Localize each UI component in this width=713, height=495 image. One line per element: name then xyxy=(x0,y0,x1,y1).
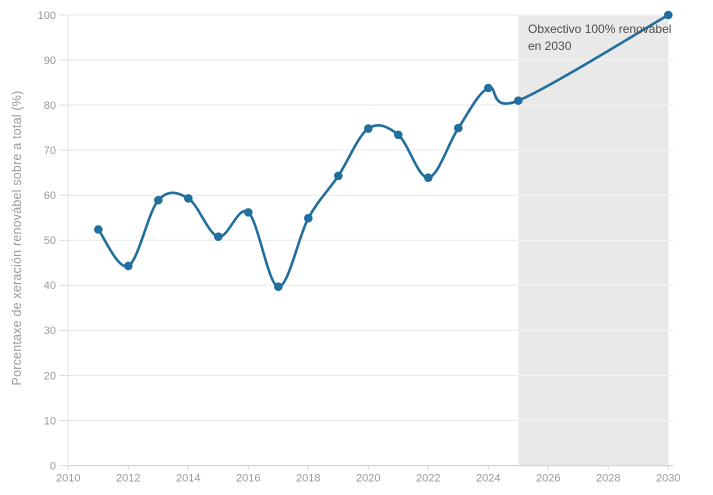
y-tick-label: 30 xyxy=(44,325,56,337)
y-tick-label: 60 xyxy=(44,190,56,202)
x-tick-label: 2022 xyxy=(416,473,440,485)
y-tick-label: 80 xyxy=(44,100,56,112)
data-point[interactable] xyxy=(214,232,223,241)
data-point[interactable] xyxy=(184,194,193,203)
x-tick-label: 2014 xyxy=(176,473,200,485)
y-tick-label: 100 xyxy=(38,10,56,22)
x-tick-label: 2026 xyxy=(536,473,560,485)
data-point[interactable] xyxy=(274,282,283,292)
x-tick-label: 2010 xyxy=(56,473,80,485)
y-tick-label: 20 xyxy=(44,370,56,382)
data-point[interactable] xyxy=(94,225,103,234)
data-point[interactable] xyxy=(394,130,403,140)
data-point[interactable] xyxy=(124,261,133,271)
x-tick-label: 2016 xyxy=(236,473,260,485)
data-point[interactable] xyxy=(304,213,313,223)
data-point[interactable] xyxy=(154,195,163,205)
y-tick-label: 40 xyxy=(44,280,56,292)
y-tick-label: 70 xyxy=(44,145,56,157)
target-annotation-line2: en 2030 xyxy=(528,39,572,53)
data-point[interactable] xyxy=(664,10,673,20)
x-tick-label: 2030 xyxy=(656,473,680,485)
y-tick-label: 90 xyxy=(44,55,56,67)
data-point[interactable] xyxy=(364,124,373,133)
target-annotation: Obxectivo 100% renovábel en 2030 xyxy=(528,21,671,55)
data-point[interactable] xyxy=(514,96,523,105)
y-axis-title: Porcentaxe de xeración renovábel sobre a… xyxy=(10,90,24,386)
data-point[interactable] xyxy=(244,208,253,217)
x-tick-label: 2024 xyxy=(476,473,500,485)
x-tick-label: 2018 xyxy=(296,473,320,485)
data-point[interactable] xyxy=(334,171,343,181)
y-tick-label: 10 xyxy=(44,415,56,427)
y-tick-label: 0 xyxy=(50,460,56,472)
data-point[interactable] xyxy=(484,83,493,93)
target-annotation-line1: Obxectivo 100% renovábel xyxy=(528,22,672,36)
x-tick-label: 2012 xyxy=(116,473,140,485)
x-tick-label: 2028 xyxy=(596,473,620,485)
x-tick-label: 2020 xyxy=(356,473,380,485)
data-point[interactable] xyxy=(424,173,433,182)
y-tick-label: 50 xyxy=(44,235,56,247)
data-point[interactable] xyxy=(454,123,463,133)
